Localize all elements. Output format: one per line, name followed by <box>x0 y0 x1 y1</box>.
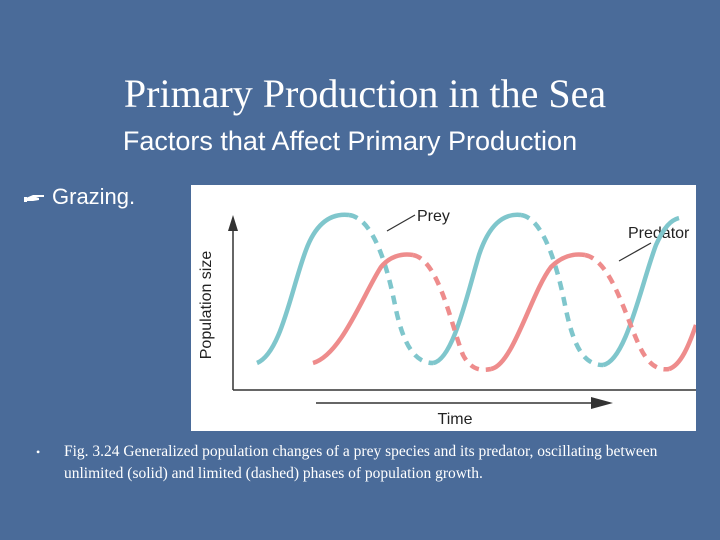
prey-label: Prey <box>417 208 450 225</box>
population-cycle-diagram: Population size Time Prey Predator <box>198 208 699 428</box>
time-arrowhead <box>591 397 613 409</box>
predator-curve-dashed-2 <box>584 252 670 372</box>
slide-title: Primary Production in the Sea <box>123 71 607 116</box>
bullet-item-grazing: Grazing. <box>24 184 135 210</box>
prey-curve-solid-1 <box>255 212 350 366</box>
prey-curve-solid-2 <box>432 212 522 366</box>
x-axis-label: Time <box>438 411 473 428</box>
y-axis-arrowhead <box>228 215 238 231</box>
predator-label: Predator <box>628 225 690 242</box>
pointing-hand-bullet-icon <box>24 195 44 202</box>
predator-curve-solid-3 <box>668 324 699 372</box>
prey-curve-dashed-2 <box>520 212 604 368</box>
prey-leader-line <box>386 214 416 232</box>
slide-subtitle: Factors that Affect Primary Production <box>122 126 578 156</box>
y-axis-label: Population size <box>198 251 215 360</box>
prey-curve-dashed-1 <box>348 212 434 366</box>
predator-prey-figure: Population size Time Prey Predator <box>191 185 699 431</box>
caption-bullet: • <box>36 445 41 459</box>
caption-text: Fig. 3.24 Generalized population changes… <box>64 443 658 482</box>
bullet-label: Grazing. <box>52 184 136 209</box>
predator-leader-line <box>618 242 652 262</box>
predator-curve-solid-2 <box>490 252 586 372</box>
prey-curve-solid-3 <box>602 215 680 368</box>
predator-curve-dashed-1 <box>412 252 492 373</box>
figure-caption: • Fig. 3.24 Generalized population chang… <box>36 441 696 485</box>
predator-curve-solid-1 <box>312 252 414 366</box>
